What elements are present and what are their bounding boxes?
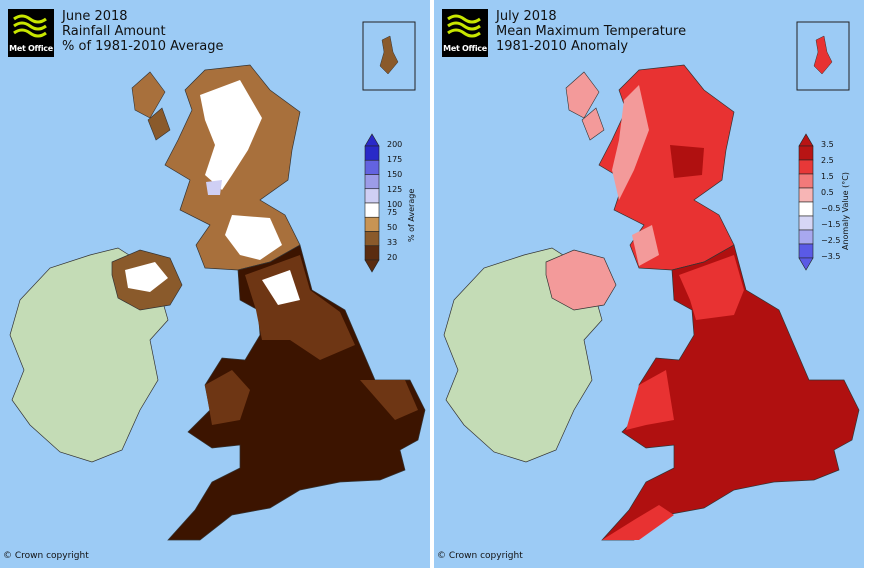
temperature-legend: 3.5 2.5 1.5 0.5 −0.5 −1.5 −2.5 −3.5 Anom… — [797, 132, 864, 274]
met-office-waves-icon — [447, 14, 481, 38]
legend-tick-label: −1.5 — [821, 220, 841, 229]
map-title: July 2018 Mean Maximum Temperature 1981-… — [496, 9, 686, 54]
legend-color-swatch — [364, 174, 380, 190]
title-line-1: July 2018 — [496, 9, 557, 24]
legend-color-swatch — [364, 216, 380, 232]
met-office-logo: Met Office — [442, 9, 488, 57]
legend-tick-label: 3.5 — [821, 140, 834, 149]
legend-tick-label: 175 — [387, 155, 403, 164]
copyright-notice: © Crown copyright — [437, 551, 523, 561]
title-line-1: June 2018 — [62, 9, 128, 24]
legend-color-swatch — [798, 159, 814, 175]
legend-top-arrow — [798, 133, 814, 147]
legend-tick-label: −2.5 — [821, 236, 841, 245]
legend-tick-label: 125 — [387, 185, 403, 194]
rainfall-legend: 200 175 150 125 100 75 50 33 20 % of Ave… — [363, 132, 430, 274]
title-line-2: Mean Maximum Temperature — [496, 24, 687, 39]
legend-color-swatch — [798, 215, 814, 231]
legend-color-swatch — [798, 243, 814, 259]
temperature-map-panel: Met Office July 2018 Mean Maximum Temper… — [434, 0, 864, 568]
title-line-2: Rainfall Amount — [62, 24, 166, 39]
legend-tick-label: 0.5 — [821, 188, 834, 197]
legend-tick-label: −0.5 — [821, 204, 841, 213]
title-line-3: % of 1981-2010 Average — [62, 39, 224, 54]
legend-bottom-arrow — [798, 257, 814, 271]
logo-text: Met Office — [443, 44, 487, 53]
legend-tick-label: 33 — [387, 238, 398, 247]
legend-bottom-arrow — [364, 259, 380, 273]
temperature-map — [443, 21, 860, 541]
legend-tick-label: 20 — [387, 253, 398, 262]
rainfall-map-panel: Met Office June 2018 Rainfall Amount % o… — [0, 0, 430, 568]
legend-color-swatch — [364, 188, 380, 204]
legend-color-swatch — [798, 187, 814, 203]
title-line-3: 1981-2010 Anomaly — [496, 39, 629, 54]
legend-tick-label: 200 — [387, 140, 403, 149]
copyright-notice: © Crown copyright — [3, 551, 89, 561]
legend-tick-label: 1.5 — [821, 172, 834, 181]
northern-ireland — [545, 249, 617, 311]
rainfall-colorbar — [364, 133, 380, 273]
legend-color-swatch — [364, 202, 380, 218]
met-office-waves-icon — [13, 14, 47, 38]
legend-tick-label: 100 — [387, 200, 403, 209]
panel-divider — [430, 0, 434, 568]
legend-color-swatch — [364, 245, 380, 261]
legend-color-swatch — [798, 229, 814, 245]
legend-tick-label: 150 — [387, 170, 403, 179]
legend-color-swatch — [364, 145, 380, 161]
legend-tick-label: 2.5 — [821, 156, 834, 165]
temperature-colorbar — [798, 133, 814, 271]
legend-top-arrow — [364, 133, 380, 147]
legend-color-swatch — [798, 201, 814, 217]
rainfall-map — [9, 21, 426, 541]
legend-color-swatch — [798, 145, 814, 161]
legend-color-swatch — [798, 173, 814, 189]
legend-tick-label: −3.5 — [821, 252, 841, 261]
map-title: June 2018 Rainfall Amount % of 1981-2010… — [62, 9, 224, 54]
legend-color-swatch — [364, 159, 380, 175]
legend-color-swatch — [364, 231, 380, 247]
legend-tick-label: 75 — [387, 208, 398, 217]
legend-title: % of Average — [407, 188, 416, 242]
legend-title: Anomaly Value (°C) — [841, 172, 850, 250]
legend-tick-label: 50 — [387, 223, 398, 232]
england-wales — [167, 244, 426, 541]
met-office-logo: Met Office — [8, 9, 54, 57]
logo-text: Met Office — [9, 44, 53, 53]
